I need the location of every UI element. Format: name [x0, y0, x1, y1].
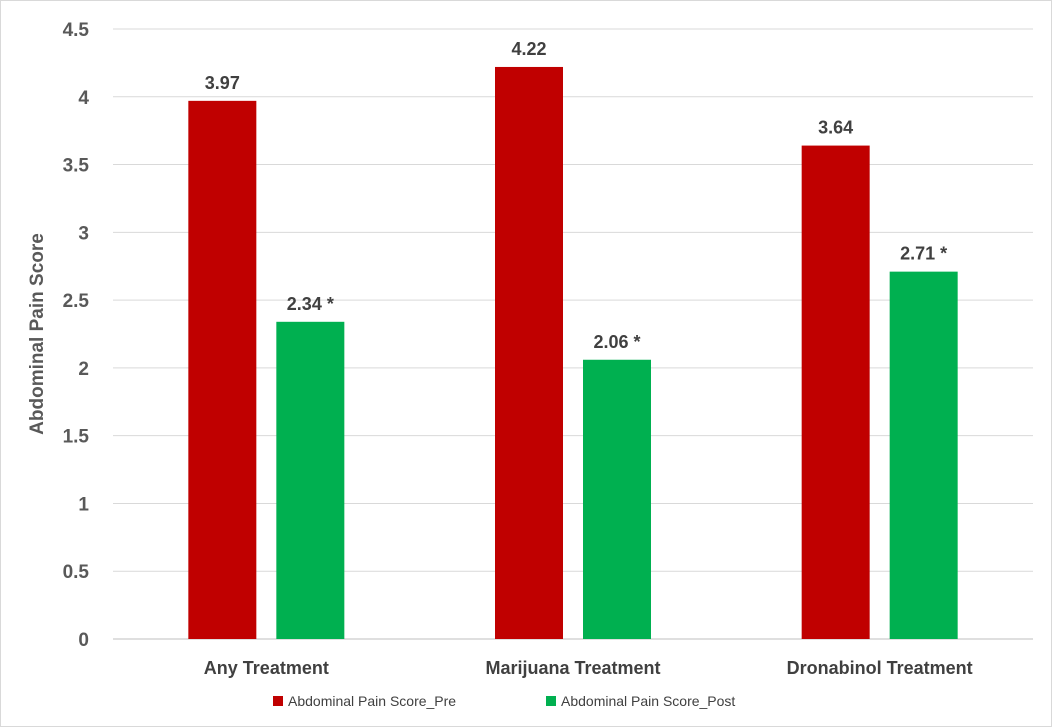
- bar-pre-1: [188, 100, 257, 640]
- y-tick-label: 4: [78, 88, 89, 109]
- data-label: 3.64: [818, 118, 853, 138]
- y-tick-label: 0.5: [63, 562, 90, 583]
- bar-post-2: [583, 359, 651, 639]
- bar-pre-2: [495, 66, 563, 639]
- gridlines: [113, 28, 1033, 640]
- legend-label: Abdominal Pain Score_Post: [561, 693, 735, 709]
- data-label: 4.22: [511, 39, 546, 59]
- bar-pre-3: [801, 145, 870, 640]
- data-label: 2.34 *: [287, 294, 334, 314]
- legend: Abdominal Pain Score_Pre Abdominal Pain S…: [273, 693, 735, 709]
- data-label: 2.06 *: [593, 332, 640, 352]
- y-tick-label: 1: [78, 494, 89, 515]
- data-label: 3.97: [205, 73, 240, 93]
- x-axis-categories: Any Treatment Marijuana Treatment Dronabin…: [204, 658, 973, 678]
- y-tick-label: 3: [78, 223, 89, 244]
- y-tick-label: 0: [78, 630, 89, 651]
- y-tick-label: 4.5: [63, 20, 90, 41]
- x-category-label: Any Treatment: [204, 658, 329, 678]
- data-labels: 3.97 2.34 * 4.22 2.06 * 3.64 2.71 *: [205, 39, 947, 352]
- y-axis-ticks: 0 0.5 1 1.5 2 2.5 3 3.5 4 4.5: [63, 20, 90, 651]
- bar-post-1: [276, 321, 345, 639]
- y-tick-label: 2.5: [63, 291, 90, 312]
- y-tick-label: 3.5: [63, 156, 90, 177]
- y-axis-title: Abdominal Pain Score: [27, 233, 48, 435]
- legend-swatch: [273, 696, 283, 706]
- data-label: 2.71 *: [900, 244, 947, 264]
- bars: [188, 66, 958, 640]
- x-category-label: Dronabinol Treatment: [787, 658, 973, 678]
- y-tick-label: 1.5: [63, 427, 90, 448]
- y-tick-label: 2: [78, 359, 89, 380]
- bar-post-3: [889, 271, 958, 639]
- legend-label: Abdominal Pain Score_Pre: [288, 693, 456, 709]
- x-category-label: Marijuana Treatment: [485, 658, 660, 678]
- legend-swatch: [546, 696, 556, 706]
